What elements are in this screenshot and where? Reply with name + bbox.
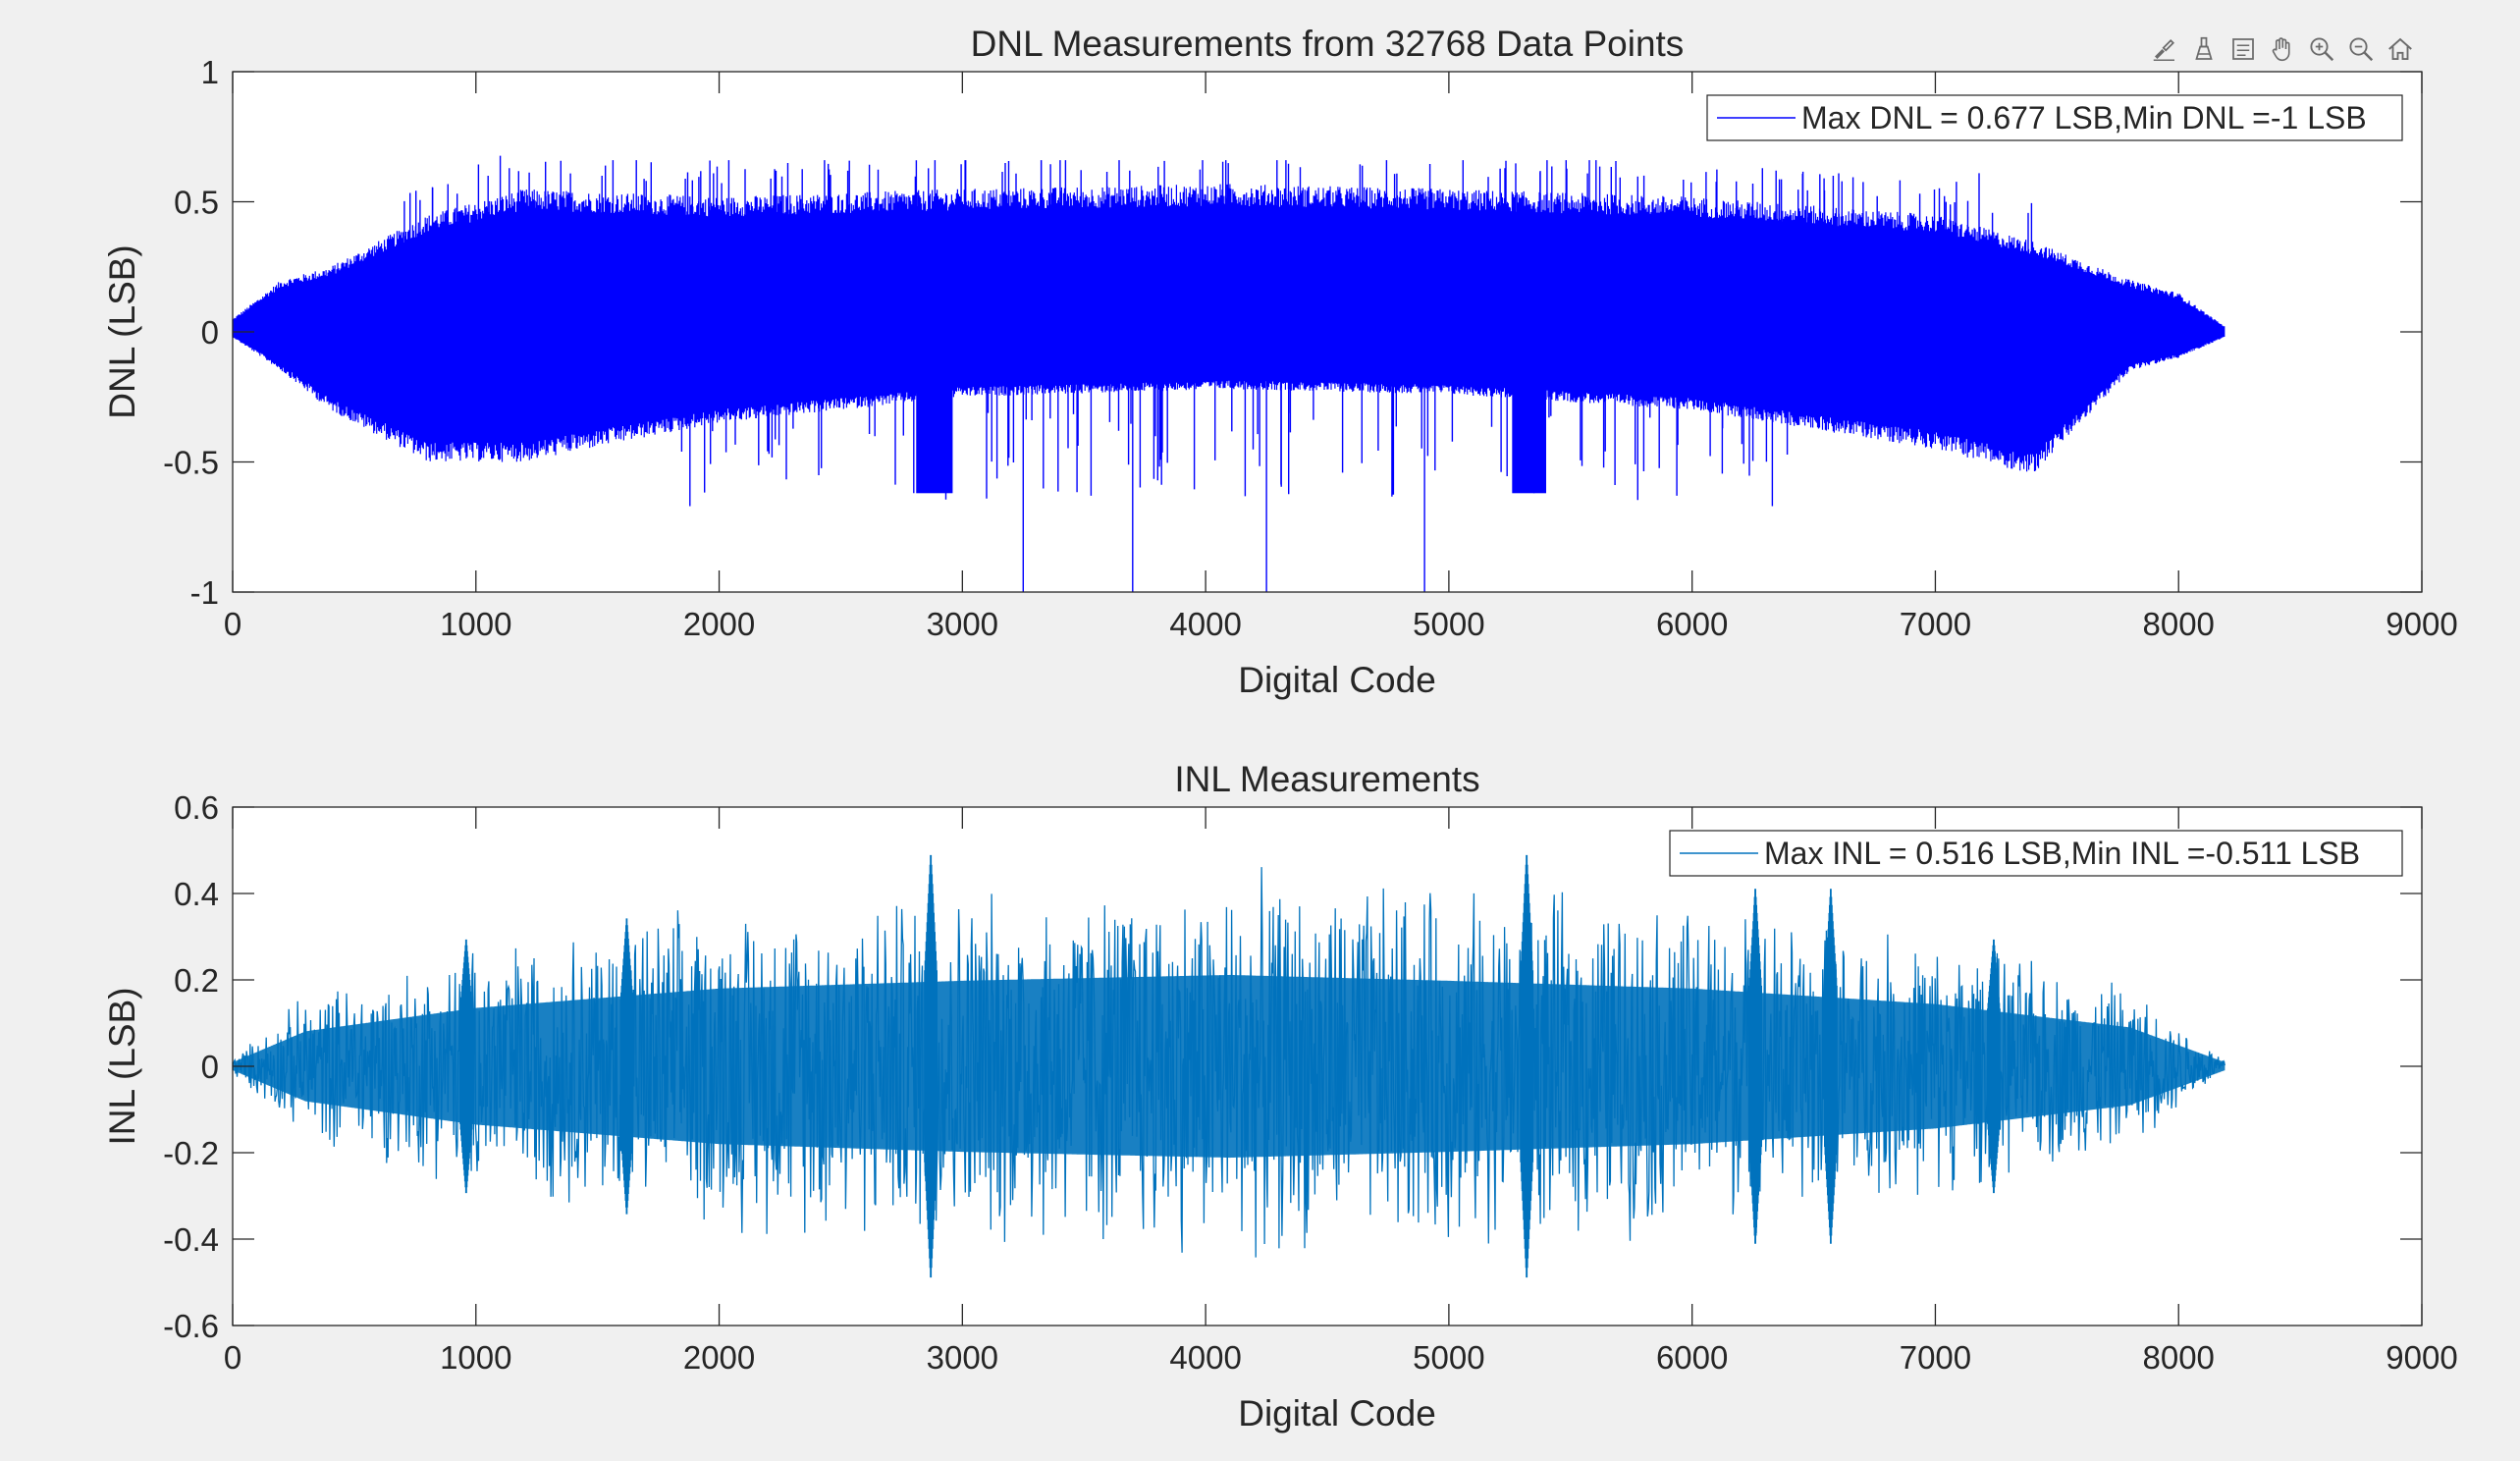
- data-series: [232, 155, 2225, 592]
- zoom-in-button[interactable]: [2303, 31, 2340, 67]
- x-tick-label: 7000: [1900, 606, 1971, 642]
- x-tick-label: 3000: [927, 606, 998, 642]
- y-tick-label: -0.2: [163, 1135, 219, 1171]
- zoom-out-button[interactable]: [2342, 31, 2380, 67]
- legend-toggle-icon: [2232, 38, 2254, 60]
- x-tick-label: 0: [224, 606, 241, 642]
- legend-box: [1669, 830, 2403, 877]
- inl-axes: 0 1000 2000 3000 4000 5000 6000 7000 8000 9000 0.6…: [102, 759, 2458, 1434]
- y-tick-label: 0.5: [174, 185, 219, 221]
- x-tick-label: 8000: [2143, 1339, 2215, 1376]
- y-tick-label: -0.6: [163, 1308, 219, 1344]
- data-cursor-icon: [2195, 36, 2213, 60]
- inl-series-bursts: [459, 854, 2001, 1278]
- legend-entry: Max INL = 0.516 LSB,Min INL =-0.511 LSB: [1764, 836, 2360, 871]
- y-tick-label: -0.5: [163, 445, 219, 481]
- axes-toolbar: [2146, 31, 2419, 67]
- home-button[interactable]: [2382, 31, 2419, 67]
- legend-toggle-button[interactable]: [2225, 31, 2262, 67]
- x-axis-label: Digital Code: [1238, 660, 1436, 700]
- y-tick-label: 0.2: [174, 962, 219, 999]
- x-tick-label: 4000: [1169, 1339, 1241, 1376]
- pan-button[interactable]: [2264, 31, 2301, 67]
- y-axis-label: DNL (LSB): [102, 244, 142, 419]
- legend: Max INL = 0.516 LSB,Min INL =-0.511 LSB: [1669, 830, 2403, 877]
- dnl-series-spikes: [403, 155, 2033, 592]
- y-tick-label: 0.4: [174, 876, 219, 912]
- legend-entry: Max DNL = 0.677 LSB,Min DNL =-1 LSB: [1801, 100, 2367, 135]
- x-axis-label: Digital Code: [1238, 1393, 1436, 1434]
- legend-box: [1706, 94, 2403, 141]
- x-tick-label: 9000: [2386, 1339, 2457, 1376]
- x-tick-label: 4000: [1169, 606, 1241, 642]
- x-tick-label: 6000: [1656, 1339, 1728, 1376]
- y-tick-label: 0: [201, 314, 219, 351]
- pan-hand-icon: [2272, 37, 2290, 62]
- y-tick-label: -0.4: [163, 1221, 219, 1258]
- dnl-axes: 0 1000 2000 3000 4000 5000 6000 7000 8000 9000 1 0.…: [102, 24, 2458, 700]
- legend: Max DNL = 0.677 LSB,Min DNL =-1 LSB: [1706, 94, 2403, 141]
- home-icon: [2388, 37, 2412, 60]
- brush-icon: [2153, 39, 2174, 61]
- data-cursor-button[interactable]: [2185, 31, 2223, 67]
- x-tick-label: 7000: [1900, 1339, 1971, 1376]
- dnl-dense-block: [1512, 305, 1546, 494]
- y-tick-label: 0.6: [174, 789, 219, 826]
- zoom-in-icon: [2310, 37, 2334, 62]
- dnl-dense-block: [916, 305, 953, 494]
- x-tick-label: 2000: [683, 1339, 755, 1376]
- data-series: [232, 854, 2225, 1278]
- zoom-out-icon: [2349, 37, 2374, 62]
- x-tick-label: 6000: [1656, 606, 1728, 642]
- x-tick-label: 0: [224, 1339, 241, 1376]
- x-tick-label: 3000: [927, 1339, 998, 1376]
- x-tick-label: 8000: [2143, 606, 2215, 642]
- x-tick-label: 2000: [683, 606, 755, 642]
- x-tick-label: 9000: [2386, 606, 2457, 642]
- x-tick-label: 5000: [1413, 1339, 1484, 1376]
- x-tick-label: 1000: [440, 1339, 511, 1376]
- y-tick-label: -1: [190, 574, 219, 611]
- x-tick-label: 1000: [440, 606, 511, 642]
- chart-title: DNL Measurements from 32768 Data Points: [971, 24, 1685, 64]
- y-tick-label: 0: [201, 1049, 219, 1085]
- y-axis-label: INL (LSB): [102, 987, 142, 1145]
- chart-title: INL Measurements: [1174, 759, 1479, 799]
- y-tick-label: 1: [201, 54, 219, 90]
- x-tick-label: 5000: [1413, 606, 1484, 642]
- brush-button[interactable]: [2146, 31, 2183, 67]
